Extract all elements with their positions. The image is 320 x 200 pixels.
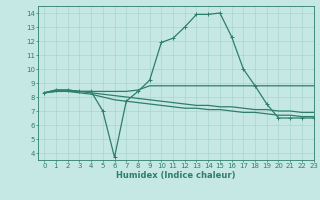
X-axis label: Humidex (Indice chaleur): Humidex (Indice chaleur) — [116, 171, 236, 180]
